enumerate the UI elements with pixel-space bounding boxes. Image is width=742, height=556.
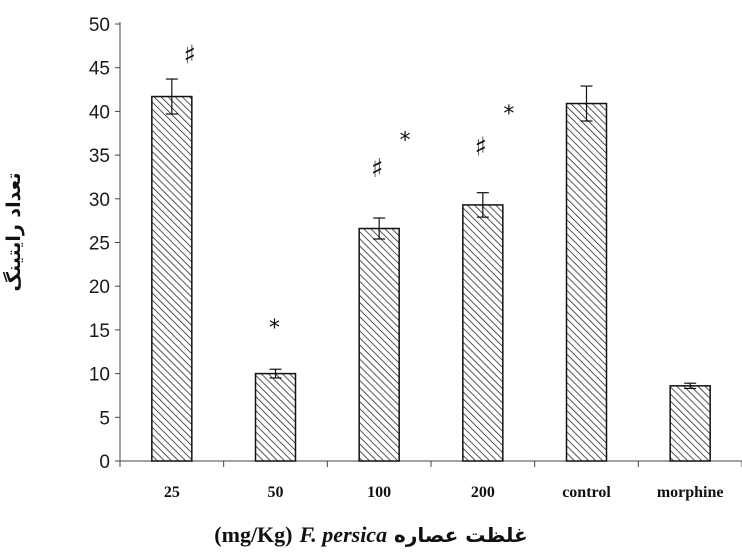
y-tick-label: 40: [89, 102, 110, 123]
y-tick-label: 25: [89, 234, 110, 255]
asterisk-mark: *: [269, 316, 280, 341]
asterisk-mark: *: [503, 102, 514, 127]
x-tick-label: 50: [268, 484, 284, 501]
y-tick-label: 20: [89, 277, 110, 298]
bar-50: [254, 372, 297, 462]
y-tick-label: 30: [89, 190, 110, 211]
y-tick-label: 35: [89, 146, 110, 167]
y-tick-label: 0: [99, 452, 110, 473]
bar-morphine: [669, 385, 711, 462]
sharp-mark: ♯: [475, 132, 488, 162]
error-bars: [165, 78, 697, 390]
x-tick-label: control: [562, 484, 611, 501]
bar-100: [358, 227, 400, 462]
y-tick-label: 15: [89, 321, 110, 342]
x-axis-label-species: F. persica: [299, 522, 388, 547]
x-tick-label: 25: [164, 484, 180, 501]
x-axis-label-unit: (mg/Kg): [214, 522, 293, 547]
bar-control: [565, 102, 608, 462]
axes: [115, 22, 742, 467]
x-axis-label: (mg/Kg) F. persica غلظت عصاره: [0, 522, 742, 548]
x-tick-label: morphine: [657, 484, 724, 501]
bars: [151, 95, 711, 462]
x-axis-label-text: غلظت عصاره: [394, 523, 528, 547]
significance-marks: ♯ * ♯ * ♯ *: [184, 41, 515, 342]
sharp-mark: ♯: [184, 41, 197, 71]
y-tick-label: 50: [89, 15, 110, 36]
bar-25: [151, 95, 193, 462]
asterisk-mark: *: [400, 128, 411, 153]
y-tick-label: 5: [99, 408, 110, 429]
sharp-mark: ♯: [371, 154, 384, 184]
x-tick-label: 200: [471, 484, 495, 501]
y-tick-label: 10: [89, 365, 110, 386]
x-tick-label: 100: [367, 484, 391, 501]
bar-200: [462, 204, 504, 462]
tick-labels: 0 5 10 15 20 25 30 35 40 45 50 25 50 100 200 control mor…: [89, 15, 724, 501]
y-axis-label: تعداد رایتینگ: [2, 172, 25, 291]
y-tick-label: 45: [89, 59, 110, 80]
